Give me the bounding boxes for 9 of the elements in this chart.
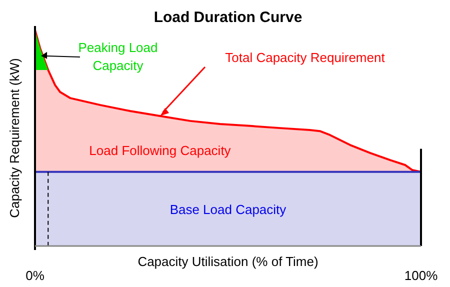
text: Peaking Load Capacity: [78, 40, 158, 73]
y-axis-title: Capacity Requirement (kW): [7, 58, 22, 218]
x-tick-label: 0%: [26, 268, 45, 283]
annotation: Load Following Capacity: [89, 143, 232, 158]
chart-title: Load Duration Curve: [154, 9, 302, 26]
x-axis-title: Capacity Utilisation (% of Time): [138, 254, 318, 269]
x-tick-label: 100%: [404, 268, 438, 283]
series-label: Base Load Capacity: [170, 202, 287, 217]
text: Total Capacity Requirement: [225, 50, 386, 65]
